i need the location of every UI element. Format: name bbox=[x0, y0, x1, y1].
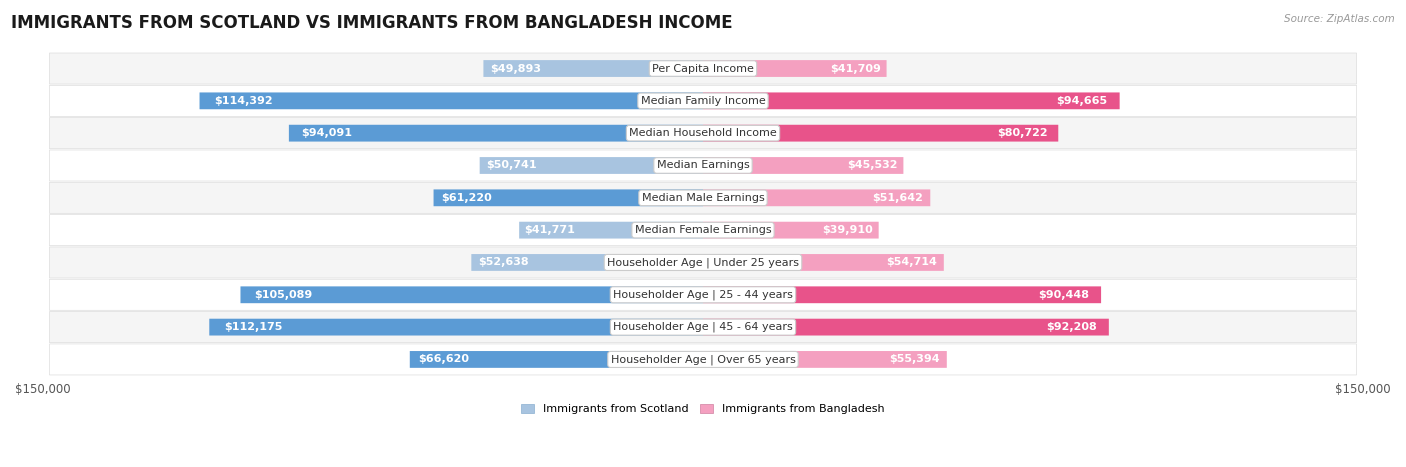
FancyBboxPatch shape bbox=[288, 125, 703, 142]
Text: $45,532: $45,532 bbox=[846, 161, 897, 170]
FancyBboxPatch shape bbox=[703, 286, 1101, 303]
Legend: Immigrants from Scotland, Immigrants from Bangladesh: Immigrants from Scotland, Immigrants fro… bbox=[516, 399, 890, 418]
Text: Householder Age | 25 - 44 years: Householder Age | 25 - 44 years bbox=[613, 290, 793, 300]
FancyBboxPatch shape bbox=[49, 150, 1357, 181]
FancyBboxPatch shape bbox=[703, 125, 1059, 142]
Text: $94,091: $94,091 bbox=[301, 128, 353, 138]
FancyBboxPatch shape bbox=[49, 311, 1357, 343]
Text: Householder Age | Over 65 years: Householder Age | Over 65 years bbox=[610, 354, 796, 365]
FancyBboxPatch shape bbox=[703, 222, 879, 239]
Text: Source: ZipAtlas.com: Source: ZipAtlas.com bbox=[1284, 14, 1395, 24]
Text: $114,392: $114,392 bbox=[215, 96, 273, 106]
Text: $41,771: $41,771 bbox=[524, 225, 575, 235]
FancyBboxPatch shape bbox=[703, 351, 946, 368]
Text: $52,638: $52,638 bbox=[478, 257, 529, 268]
FancyBboxPatch shape bbox=[519, 222, 703, 239]
Text: $51,642: $51,642 bbox=[873, 193, 924, 203]
FancyBboxPatch shape bbox=[49, 118, 1357, 149]
Text: Per Capita Income: Per Capita Income bbox=[652, 64, 754, 73]
Text: Householder Age | 45 - 64 years: Householder Age | 45 - 64 years bbox=[613, 322, 793, 333]
Text: Median Male Earnings: Median Male Earnings bbox=[641, 193, 765, 203]
FancyBboxPatch shape bbox=[200, 92, 703, 109]
Text: $105,089: $105,089 bbox=[254, 290, 312, 300]
FancyBboxPatch shape bbox=[433, 190, 703, 206]
Text: $92,208: $92,208 bbox=[1046, 322, 1097, 332]
FancyBboxPatch shape bbox=[703, 92, 1119, 109]
Text: $94,665: $94,665 bbox=[1056, 96, 1107, 106]
Text: Median Household Income: Median Household Income bbox=[628, 128, 778, 138]
Text: $80,722: $80,722 bbox=[997, 128, 1047, 138]
FancyBboxPatch shape bbox=[703, 157, 904, 174]
Text: $90,448: $90,448 bbox=[1038, 290, 1090, 300]
FancyBboxPatch shape bbox=[49, 247, 1357, 278]
FancyBboxPatch shape bbox=[209, 318, 703, 335]
FancyBboxPatch shape bbox=[49, 85, 1357, 116]
Text: $41,709: $41,709 bbox=[830, 64, 882, 73]
Text: Median Earnings: Median Earnings bbox=[657, 161, 749, 170]
FancyBboxPatch shape bbox=[409, 351, 703, 368]
Text: $55,394: $55,394 bbox=[889, 354, 939, 364]
FancyBboxPatch shape bbox=[49, 53, 1357, 84]
FancyBboxPatch shape bbox=[471, 254, 703, 271]
Text: Median Family Income: Median Family Income bbox=[641, 96, 765, 106]
FancyBboxPatch shape bbox=[703, 60, 887, 77]
Text: $39,910: $39,910 bbox=[823, 225, 873, 235]
Text: $50,741: $50,741 bbox=[486, 161, 537, 170]
Text: IMMIGRANTS FROM SCOTLAND VS IMMIGRANTS FROM BANGLADESH INCOME: IMMIGRANTS FROM SCOTLAND VS IMMIGRANTS F… bbox=[11, 14, 733, 32]
FancyBboxPatch shape bbox=[49, 182, 1357, 213]
Text: $61,220: $61,220 bbox=[441, 193, 492, 203]
FancyBboxPatch shape bbox=[49, 215, 1357, 246]
FancyBboxPatch shape bbox=[703, 318, 1109, 335]
FancyBboxPatch shape bbox=[703, 254, 943, 271]
Text: Median Female Earnings: Median Female Earnings bbox=[634, 225, 772, 235]
FancyBboxPatch shape bbox=[49, 279, 1357, 310]
Text: $54,714: $54,714 bbox=[886, 257, 936, 268]
Text: $112,175: $112,175 bbox=[224, 322, 283, 332]
FancyBboxPatch shape bbox=[240, 286, 703, 303]
FancyBboxPatch shape bbox=[484, 60, 703, 77]
Text: $66,620: $66,620 bbox=[419, 354, 470, 364]
FancyBboxPatch shape bbox=[703, 190, 931, 206]
FancyBboxPatch shape bbox=[49, 344, 1357, 375]
Text: $49,893: $49,893 bbox=[491, 64, 541, 73]
Text: Householder Age | Under 25 years: Householder Age | Under 25 years bbox=[607, 257, 799, 268]
FancyBboxPatch shape bbox=[479, 157, 703, 174]
